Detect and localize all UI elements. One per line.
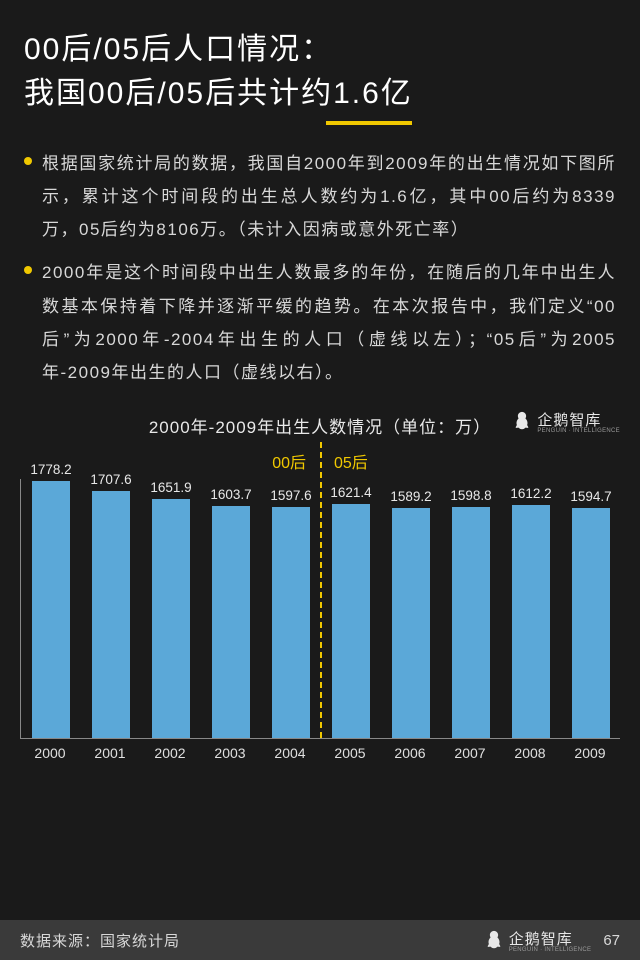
bar-value-label: 1651.9 [150,480,191,495]
bullet-dot-icon [24,157,32,165]
bar-value-label: 1603.7 [210,487,251,502]
x-tick-label: 2002 [154,745,185,761]
title-block: 00后/05后人口情况： 我国00后/05后共计约1.6亿 [0,0,640,135]
bar-value-label: 1597.6 [270,488,311,503]
brand-name: 企鹅智库 [537,409,620,430]
x-tick-label: 2008 [514,745,545,761]
penguin-icon [511,410,533,432]
bar-value-label: 1612.2 [510,486,551,501]
footer: 数据来源：国家统计局 企鹅智库 PENGUIN · INTELLIGENCE 6… [0,920,640,960]
x-tick-label: 2007 [454,745,485,761]
split-divider [320,442,322,738]
bar [152,499,189,738]
title-line-1: 00后/05后人口情况： [24,28,616,72]
bullet-dot-icon [24,266,32,274]
bar-value-label: 1589.2 [390,489,431,504]
brand-logo-top: 企鹅智库 PENGUIN · INTELLIGENCE [511,409,620,434]
split-label-left: 00后 [272,449,306,473]
penguin-icon [483,929,505,951]
footer-right: 企鹅智库 PENGUIN · INTELLIGENCE 67 [483,928,620,953]
bullet-item: 2000年是这个时间段中出生人数最多的年份，在随后的几年中出生人数基本保持着下降… [24,256,616,389]
bar-value-label: 1598.8 [450,488,491,503]
bar [332,504,369,738]
bar-value-label: 1621.4 [330,485,371,500]
page-number: 67 [603,932,620,949]
bar [572,508,609,738]
brand-text-block: 企鹅智库 PENGUIN · INTELLIGENCE [537,409,620,434]
brand-sub-footer: PENGUIN · INTELLIGENCE [509,947,592,953]
data-source: 数据来源：国家统计局 [20,930,180,951]
bullet-item: 根据国家统计局的数据，我国自2000年到2009年的出生情况如下图所示，累计这个… [24,147,616,246]
bar [32,481,69,738]
x-tick-label: 2009 [574,745,605,761]
brand-sub: PENGUIN · INTELLIGENCE [537,428,620,434]
bar-value-label: 1778.2 [30,462,71,477]
bar-value-label: 1707.6 [90,472,131,487]
x-tick-label: 2004 [274,745,305,761]
x-tick-label: 2005 [334,745,365,761]
bar [92,491,129,738]
x-tick-label: 2006 [394,745,425,761]
split-label-right: 05后 [334,449,368,473]
bullet-text: 根据国家统计局的数据，我国自2000年到2009年的出生情况如下图所示，累计这个… [42,147,616,246]
title-line-2: 我国00后/05后共计约1.6亿 [24,72,616,116]
chart-plot: 1778.21707.61651.91603.71597.61621.41589… [20,479,620,739]
chart-area: 2000年-2009年出生人数情况（单位：万） 企鹅智库 PENGUIN · I… [0,407,640,773]
bar [392,508,429,738]
bar [512,505,549,738]
chart-title-row: 2000年-2009年出生人数情况（单位：万） 企鹅智库 PENGUIN · I… [20,411,620,441]
bar [212,506,249,738]
bullet-list: 根据国家统计局的数据，我国自2000年到2009年的出生情况如下图所示，累计这个… [0,135,640,407]
x-tick-label: 2001 [94,745,125,761]
bullet-text: 2000年是这个时间段中出生人数最多的年份，在随后的几年中出生人数基本保持着下降… [42,256,616,389]
x-axis-labels: 2000 2001 2002 2003 2004 2005 2006 2007 2008 2009 [20,745,620,773]
x-tick-label: 2003 [214,745,245,761]
title-underline [326,121,412,125]
brand-name-footer: 企鹅智库 [509,928,592,949]
bar [452,507,489,738]
brand-logo-footer: 企鹅智库 PENGUIN · INTELLIGENCE [483,928,592,953]
bar-value-label: 1594.7 [570,489,611,504]
x-tick-label: 2000 [34,745,65,761]
bar [272,507,309,738]
chart-title: 2000年-2009年出生人数情况（单位：万） [149,413,491,438]
